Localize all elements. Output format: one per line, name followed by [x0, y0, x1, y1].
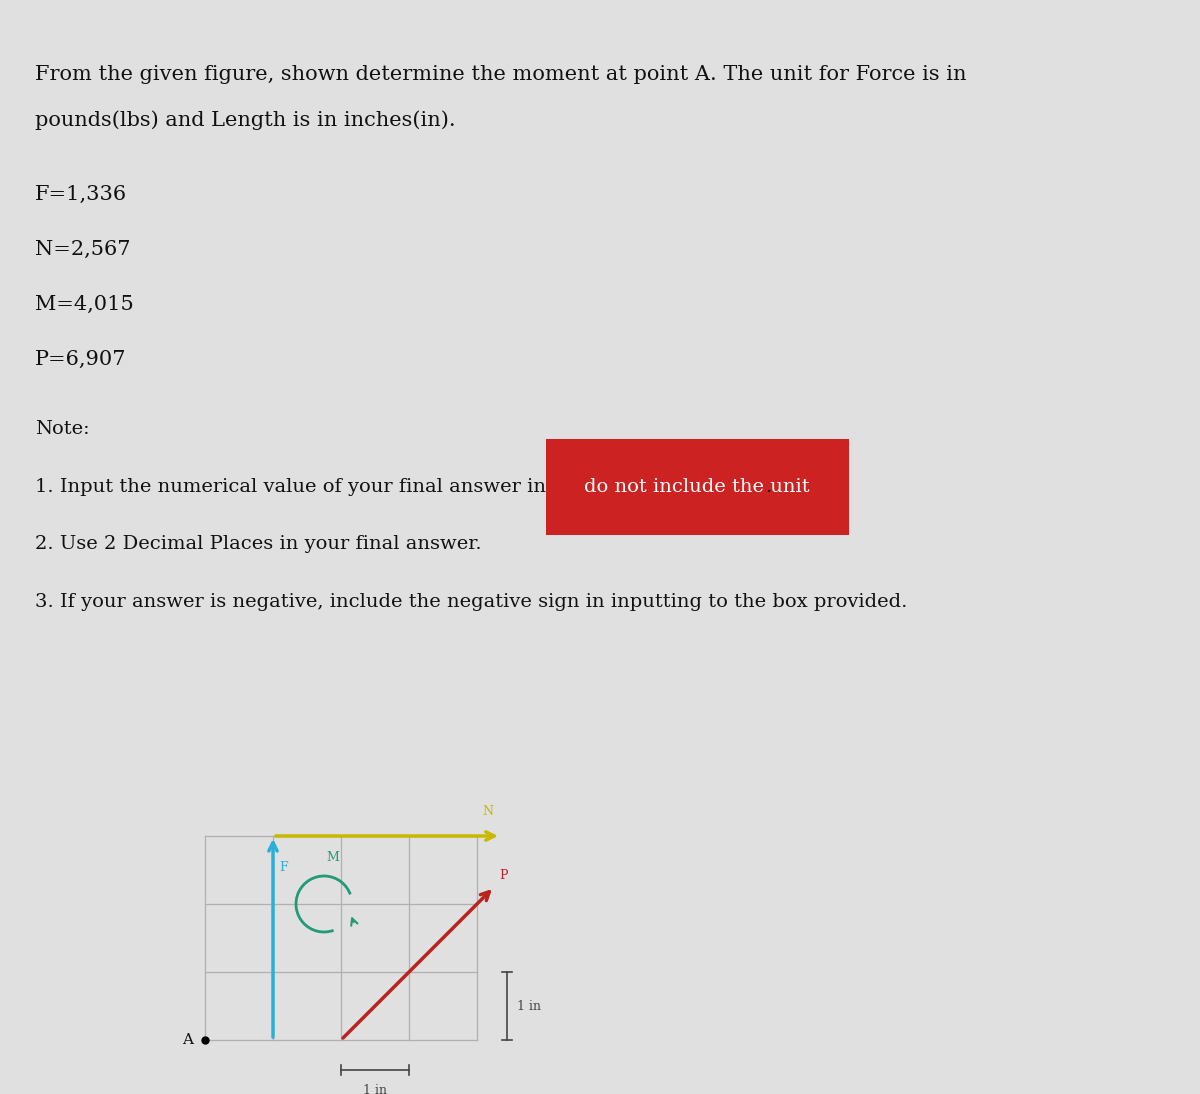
Text: pounds(lbs) and Length is in inches(in).: pounds(lbs) and Length is in inches(in).	[35, 110, 456, 130]
Text: do not include the unit: do not include the unit	[584, 478, 810, 496]
Text: P: P	[499, 869, 508, 882]
Text: F=1,336: F=1,336	[35, 185, 127, 203]
Text: N=2,567: N=2,567	[35, 240, 131, 259]
Text: N: N	[482, 805, 494, 818]
Text: M: M	[326, 851, 338, 864]
Text: A: A	[182, 1033, 193, 1047]
Text: 1 in: 1 in	[517, 1000, 541, 1013]
Text: P=6,907: P=6,907	[35, 350, 126, 369]
Text: 2. Use 2 Decimal Places in your final answer.: 2. Use 2 Decimal Places in your final an…	[35, 535, 481, 552]
Text: 1. Input the numerical value of your final answer in the box provided: 1. Input the numerical value of your fin…	[35, 478, 726, 496]
Text: 3. If your answer is negative, include the negative sign in inputting to the box: 3. If your answer is negative, include t…	[35, 593, 907, 612]
Text: 1 in: 1 in	[364, 1084, 386, 1094]
Text: From the given figure, shown determine the moment at point A. The unit for Force: From the given figure, shown determine t…	[35, 65, 966, 84]
Text: .: .	[766, 478, 772, 496]
Text: M=4,015: M=4,015	[35, 295, 133, 314]
Text: Note:: Note:	[35, 420, 90, 438]
Text: F: F	[278, 861, 288, 874]
